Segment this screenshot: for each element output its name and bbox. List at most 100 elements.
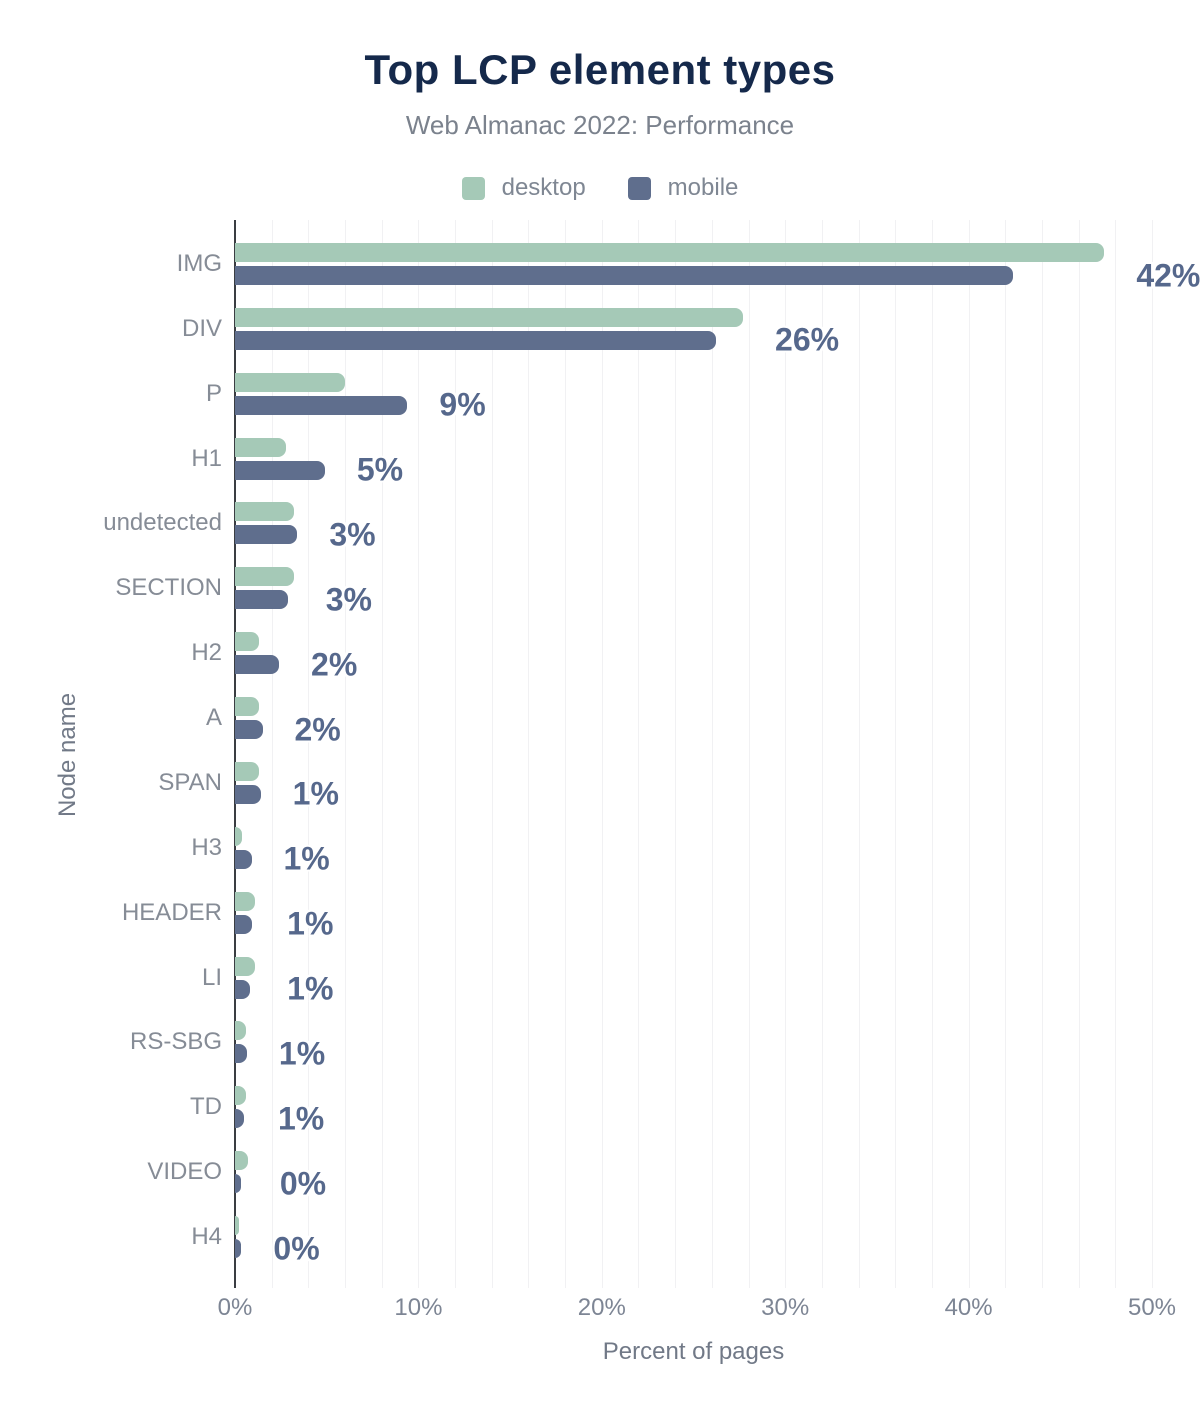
mobile-swatch-icon	[627, 176, 651, 200]
desktop-bar	[235, 826, 243, 846]
desktop-bar	[235, 1151, 248, 1171]
category-label: SECTION	[115, 574, 222, 602]
gridline	[1152, 220, 1153, 1288]
value-label: 9%	[439, 386, 486, 423]
mobile-bar	[235, 655, 280, 675]
category-label: TD	[190, 1093, 222, 1121]
mobile-bar	[235, 330, 716, 350]
value-label: 0%	[279, 1165, 327, 1202]
mobile-bar	[235, 1044, 247, 1064]
x-tick-label: 40%	[944, 1294, 993, 1321]
mobile-bar	[235, 460, 325, 480]
mobile-bar	[235, 1174, 241, 1194]
value-label: 1%	[287, 970, 334, 1007]
y-axis-title: Node name	[54, 692, 81, 818]
gridline	[491, 220, 493, 1288]
gridline	[711, 220, 713, 1288]
value-label: 1%	[283, 840, 330, 877]
value-label: 1%	[287, 905, 334, 942]
desktop-bar	[235, 567, 294, 587]
gridline	[565, 220, 567, 1288]
category-label: SPAN	[158, 768, 222, 796]
value-label: 3%	[329, 516, 376, 553]
legend-item-desktop: desktop	[461, 174, 586, 202]
mobile-bar	[235, 590, 289, 610]
gridline	[858, 220, 860, 1288]
gridline	[381, 220, 383, 1288]
x-tick-label: 0%	[217, 1294, 253, 1321]
desktop-bar	[235, 307, 744, 327]
desktop-bar	[235, 502, 294, 522]
desktop-bar	[235, 1021, 246, 1041]
legend-label-mobile: mobile	[667, 174, 739, 201]
mobile-bar	[235, 784, 261, 804]
desktop-bar	[235, 372, 346, 392]
mobile-bar	[235, 979, 250, 999]
value-label: 1%	[278, 1035, 326, 1072]
gridline	[1115, 220, 1117, 1288]
value-label: 0%	[273, 1230, 320, 1267]
gridline	[785, 220, 787, 1288]
category-label: VIDEO	[147, 1158, 222, 1186]
desktop-bar	[235, 697, 259, 717]
category-label: H1	[191, 444, 222, 472]
mobile-bar	[235, 1109, 245, 1129]
gridline	[271, 220, 273, 1288]
category-label: LI	[201, 963, 222, 991]
x-tick-label: 10%	[394, 1294, 443, 1321]
mobile-bar	[235, 525, 298, 545]
x-tick-label: 30%	[761, 1294, 810, 1321]
chart-subtitle: Web Almanac 2022: Performance	[405, 110, 795, 140]
category-label: HEADER	[121, 898, 222, 926]
category-label: IMG	[176, 250, 222, 277]
desktop-bar	[235, 1086, 246, 1106]
value-label: 2%	[294, 711, 341, 748]
gridline	[601, 220, 603, 1288]
desktop-bar	[235, 761, 259, 781]
desktop-bar	[235, 891, 256, 911]
desktop-bar	[235, 437, 287, 457]
chart-title: Top LCP element types	[364, 46, 836, 93]
mobile-bar	[235, 266, 1013, 285]
gridline	[748, 220, 750, 1288]
mobile-bar	[235, 914, 252, 934]
desktop-bar	[235, 632, 259, 652]
gridline	[821, 220, 823, 1288]
gridline	[895, 220, 897, 1288]
mobile-bar	[235, 1239, 242, 1259]
y-axis-line	[234, 220, 236, 1288]
x-tick-label: 20%	[577, 1294, 626, 1321]
value-label: 5%	[356, 451, 404, 488]
mobile-bar	[235, 395, 408, 415]
mobile-bar	[235, 720, 263, 740]
gridline	[455, 220, 457, 1288]
legend-item-mobile: mobile	[627, 174, 739, 202]
value-label: 26%	[775, 321, 840, 358]
desktop-bar	[235, 956, 256, 976]
legend-label-desktop: desktop	[501, 174, 586, 201]
gridline	[345, 220, 347, 1288]
category-label: RS-SBG	[129, 1028, 222, 1056]
category-label: DIV	[181, 314, 222, 342]
gridline	[528, 220, 530, 1288]
desktop-swatch-icon	[461, 176, 485, 200]
gridline	[931, 220, 933, 1288]
value-label: 42%	[1136, 257, 1200, 293]
category-label: H2	[191, 639, 222, 667]
x-axis-title: Percent of pages	[602, 1338, 785, 1365]
category-label: P	[205, 379, 222, 407]
gridline	[1005, 220, 1007, 1288]
value-label: 1%	[278, 1100, 325, 1137]
gridline	[1078, 220, 1080, 1288]
mobile-bar	[235, 849, 252, 869]
x-tick-label: 50%	[1127, 1294, 1177, 1321]
category-label: H4	[191, 1223, 222, 1251]
category-label: H3	[191, 833, 222, 861]
value-label: 3%	[325, 581, 372, 618]
desktop-bar	[235, 1216, 239, 1236]
gridline	[418, 220, 420, 1288]
gridline	[675, 220, 677, 1288]
value-label: 2%	[311, 646, 358, 683]
gridline	[1041, 220, 1043, 1288]
category-label: A	[205, 704, 222, 732]
